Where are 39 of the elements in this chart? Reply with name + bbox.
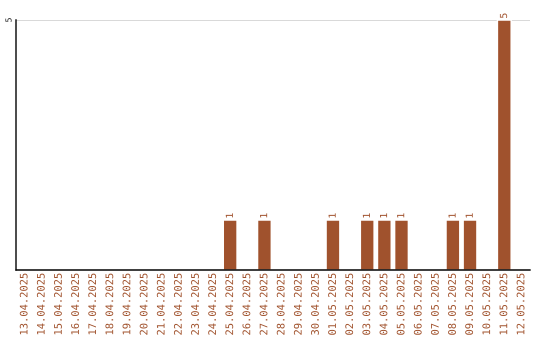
- x-tick-label: 28.04.2025: [276, 274, 285, 335]
- x-tick-label: 21.04.2025: [156, 274, 165, 335]
- x-tick-label: 24.04.2025: [208, 274, 216, 335]
- x-tick-label: 25.04.2025: [225, 274, 234, 335]
- data-label: 1: [328, 213, 336, 218]
- x-tick-label: 08.05.2025: [448, 274, 456, 335]
- x-tick-label: 02.05.2025: [345, 274, 354, 335]
- x-tick-label: 13.04.2025: [20, 274, 28, 334]
- x-tick-label: 29.04.2025: [294, 274, 302, 335]
- x-tick-label: 05.05.2025: [396, 274, 405, 335]
- x-tick-label: 10.05.2025: [482, 274, 490, 334]
- x-tick-label: 23.04.2025: [191, 274, 199, 335]
- x-tick-label: 16.04.2025: [71, 274, 80, 334]
- x-tick-label: 11.05.2025: [499, 274, 508, 334]
- data-label: 1: [448, 213, 456, 218]
- x-tick-label: 27.04.2025: [260, 274, 268, 335]
- data-label: 1: [397, 213, 404, 218]
- data-label: 1: [226, 213, 233, 218]
- data-label: 1: [362, 213, 370, 218]
- x-tick-label: 17.04.2025: [88, 274, 96, 334]
- x-tick-label: 19.04.2025: [122, 274, 130, 334]
- x-tick-label: 15.04.2025: [54, 274, 62, 334]
- x-tick-label: 06.05.2025: [414, 274, 422, 335]
- x-tick-label: 07.05.2025: [430, 274, 439, 335]
- x-tick-label: 12.05.2025: [516, 274, 524, 334]
- x-tick-label: 04.05.2025: [380, 274, 388, 335]
- x-tick-label: 09.05.2025: [465, 274, 474, 335]
- data-label: 1: [260, 213, 268, 218]
- x-tick-label: 30.04.2025: [311, 274, 319, 335]
- data-label: 5: [500, 14, 508, 18]
- x-tick-label: 18.04.2025: [105, 274, 114, 334]
- x-tick-label: 01.05.2025: [328, 274, 336, 335]
- data-label: 1: [466, 213, 473, 218]
- x-tick-label: 20.04.2025: [140, 274, 148, 335]
- x-tick-label: 03.05.2025: [362, 274, 370, 335]
- x-tick-label: 14.04.2025: [36, 274, 45, 334]
- x-tick-label: 22.04.2025: [174, 274, 182, 335]
- data-label: 1: [380, 213, 388, 218]
- x-tick-label: 26.04.2025: [242, 274, 250, 335]
